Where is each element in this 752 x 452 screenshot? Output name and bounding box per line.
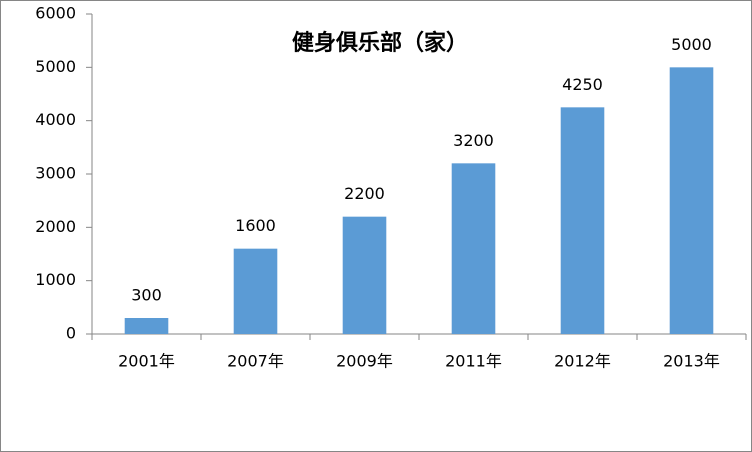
data-label: 300 — [131, 286, 162, 305]
bar — [451, 163, 496, 334]
y-tick-label: 6000 — [35, 4, 76, 23]
y-tick-label: 1000 — [35, 270, 76, 289]
y-tick-label: 2000 — [35, 217, 76, 236]
x-tick-label: 2007年 — [227, 352, 284, 371]
x-tick-label: 2012年 — [554, 352, 611, 371]
data-label: 2200 — [344, 184, 385, 203]
x-tick-label: 2013年 — [663, 352, 720, 371]
bar — [342, 216, 387, 334]
chart-title: 健身俱乐部（家） — [292, 30, 468, 56]
data-label: 4250 — [562, 75, 603, 94]
x-tick-label: 2001年 — [118, 352, 175, 371]
x-tick-label: 2009年 — [336, 352, 393, 371]
y-tick-label: 0 — [66, 324, 76, 343]
data-label: 3200 — [453, 131, 494, 150]
bar — [669, 67, 714, 334]
x-tick-label: 2011年 — [445, 352, 502, 371]
y-tick-label: 3000 — [35, 164, 76, 183]
y-tick-label: 4000 — [35, 110, 76, 129]
bar — [560, 107, 605, 334]
y-tick-label: 5000 — [35, 57, 76, 76]
data-label: 1600 — [235, 216, 276, 235]
data-label: 5000 — [671, 35, 712, 54]
bar — [124, 318, 169, 334]
bar — [233, 248, 278, 334]
